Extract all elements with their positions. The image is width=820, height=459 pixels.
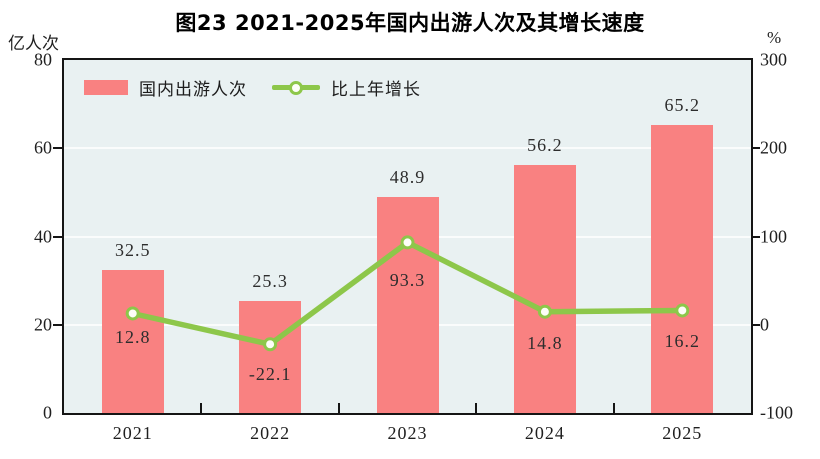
bar-2023 — [376, 197, 439, 413]
left-axis-tick-mark — [53, 147, 62, 150]
right-axis-tick-mark — [751, 235, 760, 238]
growth-value-label: -22.1 — [248, 364, 292, 385]
x-axis-tick-mark — [475, 403, 478, 413]
bar-2025 — [651, 125, 714, 413]
legend-line-swatch — [272, 79, 320, 96]
x-axis-tick-label: 2022 — [250, 423, 291, 443]
left-axis-tick-label: 80 — [34, 49, 52, 70]
left-axis-tick-mark — [53, 235, 62, 238]
legend-bar-swatch — [84, 80, 128, 95]
legend: 国内出游人次 比上年增长 — [84, 75, 421, 100]
bar-value-label: 56.2 — [527, 135, 563, 156]
growth-value-label: 14.8 — [527, 332, 563, 353]
chart-title: 图23 2021-2025年国内出游人次及其增长速度 — [175, 11, 645, 35]
x-axis-tick-mark — [200, 403, 203, 413]
left-axis-tick-mark — [53, 323, 62, 326]
left-axis-tick-label: 20 — [34, 314, 52, 335]
gridline — [64, 147, 751, 150]
left-axis-tick-label: 40 — [34, 226, 52, 246]
right-axis-tick-mark — [751, 323, 760, 326]
legend-bar-label: 国内出游人次 — [139, 80, 247, 100]
x-axis-tick-mark — [337, 403, 340, 413]
bar-value-label: 32.5 — [114, 239, 151, 260]
growth-line-marker — [537, 304, 552, 319]
right-axis-unit-label: % — [767, 28, 782, 47]
growth-value-label: 16.2 — [664, 331, 701, 352]
growth-line-layer — [125, 235, 690, 352]
left-axis-unit-label: 亿人次 — [8, 34, 59, 54]
growth-value-label: 93.3 — [389, 270, 426, 291]
left-axis-tick-label: 60 — [34, 137, 52, 158]
right-axis-tick-label: -100 — [760, 402, 793, 423]
right-axis-tick-label: 200 — [760, 137, 787, 158]
bar-value-label: 65.2 — [664, 95, 701, 116]
x-axis-tick-label: 2021 — [112, 423, 153, 443]
x-axis-tick-label: 2025 — [662, 423, 703, 443]
legend-line-label: 比上年增长 — [331, 80, 421, 100]
x-axis-tick-label: 2024 — [524, 423, 565, 443]
growth-line-marker — [675, 303, 690, 318]
right-axis-tick-mark — [751, 147, 760, 150]
x-axis-tick-mark — [612, 403, 615, 413]
legend-line-circle-icon — [289, 80, 303, 95]
bar-value-label: 25.3 — [252, 271, 288, 292]
right-axis-tick-label: 100 — [760, 226, 787, 246]
left-axis-tick-label: 0 — [43, 402, 52, 423]
bar-2021 — [101, 269, 164, 413]
growth-line — [129, 239, 686, 348]
growth-line-marker — [125, 306, 140, 321]
bar-2024 — [513, 165, 576, 413]
growth-line-marker — [400, 235, 415, 250]
right-axis-tick-label: 0 — [760, 314, 769, 335]
plot-area: 国内出游人次 比上年增长 32.5 25.3 48.9 56.2 65.2 12.8 -22… — [62, 58, 753, 415]
growth-value-label: 12.8 — [114, 327, 151, 348]
growth-line-marker — [263, 337, 278, 352]
bar-2022 — [239, 301, 302, 413]
right-axis-tick-label: 300 — [760, 49, 787, 70]
x-axis-tick-label: 2023 — [387, 423, 428, 443]
bar-value-label: 48.9 — [389, 167, 426, 188]
